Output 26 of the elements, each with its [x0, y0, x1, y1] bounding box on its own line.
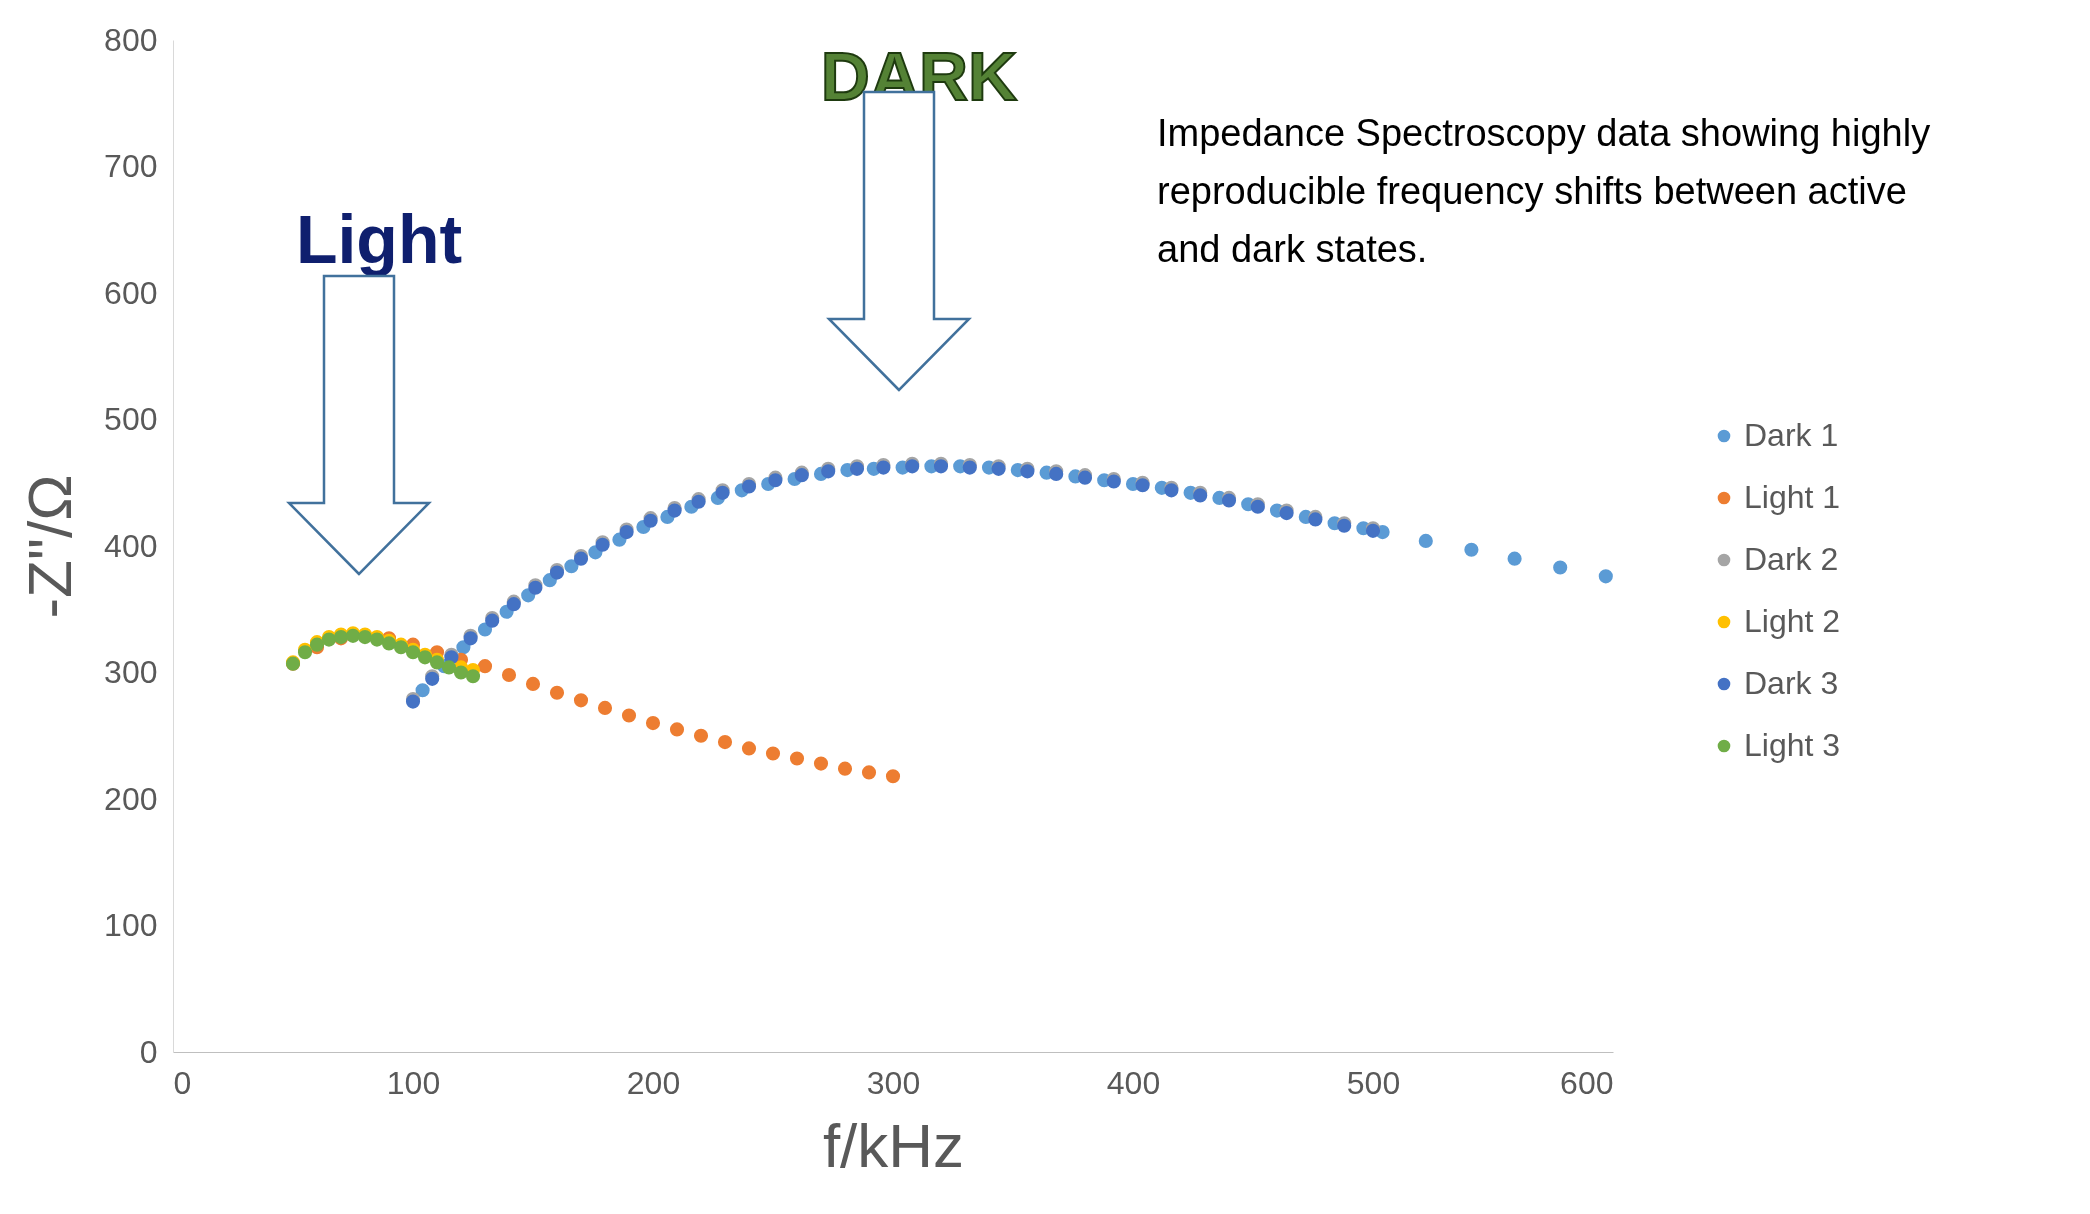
x-axis-title: f/kHz [822, 1110, 965, 1180]
legend-label: Dark 1 [1744, 417, 1839, 453]
x-tick-label: 0 [173, 1064, 192, 1101]
x-tick-label: 300 [866, 1064, 921, 1101]
legend-label: Light 1 [1744, 479, 1841, 515]
x-tick-label: 100 [386, 1064, 441, 1101]
legend-label: Dark 2 [1744, 541, 1839, 577]
y-tick-label: 500 [104, 401, 158, 437]
y-tick-label: 400 [104, 527, 158, 564]
x-tick-label: 600 [1560, 1064, 1614, 1101]
y-tick-label: 0 [139, 1033, 158, 1070]
y-tick-label: 800 [104, 21, 158, 58]
annotation: Light [295, 201, 463, 277]
x-tick-label: 400 [1106, 1064, 1161, 1101]
y-tick-label: 300 [104, 654, 158, 690]
x-tick-label: 500 [1346, 1064, 1401, 1101]
annotation: Impedance Spectroscopy data showing highly reproducible frequency shifts between active and dark states. [1157, 112, 1931, 270]
y-axis-title: -Z"/Ω [15, 474, 85, 619]
x-tick-label: 200 [626, 1064, 681, 1101]
y-tick-label: 100 [104, 907, 158, 943]
legend-label: Light 2 [1744, 603, 1841, 639]
legend-label: Light 3 [1744, 727, 1841, 763]
y-tick-label: 600 [104, 274, 158, 311]
legend-label: Dark 3 [1744, 665, 1839, 701]
y-tick-label: 700 [104, 148, 158, 184]
y-tick-label: 200 [104, 780, 158, 817]
